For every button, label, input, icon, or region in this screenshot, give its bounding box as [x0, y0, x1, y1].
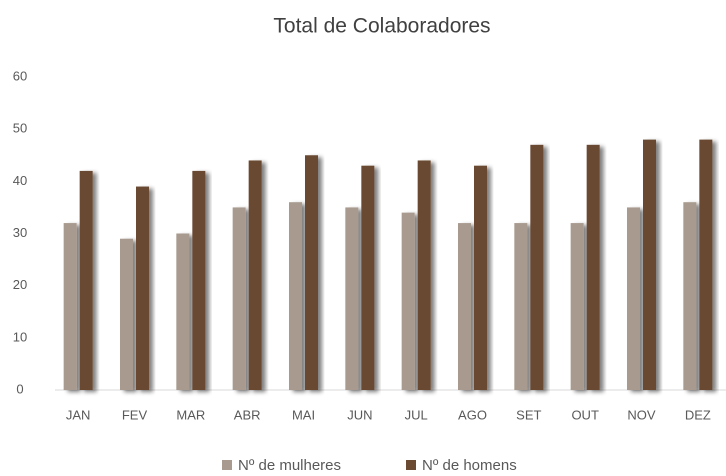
bar — [530, 144, 544, 390]
x-tick-label: MAR — [176, 407, 205, 422]
bar — [586, 144, 600, 390]
bar — [458, 223, 471, 390]
x-tick-label: FEV — [122, 407, 148, 422]
bar — [345, 207, 359, 390]
x-tick-label: JUL — [405, 407, 428, 422]
bar — [401, 212, 415, 390]
bar — [79, 170, 93, 390]
y-tick-label: 10 — [13, 329, 27, 344]
bar — [643, 139, 656, 390]
bar — [248, 160, 262, 390]
bar — [176, 233, 190, 390]
x-tick-label: NOV — [627, 407, 656, 422]
x-tick-label: MAI — [292, 407, 315, 422]
bar — [699, 139, 713, 390]
bar — [120, 238, 133, 390]
x-tick-label: DEZ — [685, 407, 711, 422]
x-tick-label: JAN — [66, 407, 91, 422]
bar — [305, 155, 318, 390]
bar — [514, 223, 528, 390]
chart-title: Total de Colaboradores — [273, 15, 490, 38]
bar — [192, 170, 206, 390]
y-tick-label: 50 — [13, 121, 27, 136]
bar — [474, 165, 487, 390]
y-tick-label: 40 — [13, 173, 27, 188]
bar — [570, 223, 584, 390]
bar — [232, 207, 246, 390]
legend-label: Nº de homens — [422, 457, 517, 474]
y-tick-label: 0 — [16, 381, 23, 396]
bar — [683, 202, 697, 390]
bar — [63, 223, 77, 390]
bar — [361, 165, 375, 390]
legend-swatch — [406, 460, 416, 470]
bar — [417, 160, 431, 390]
bar — [136, 186, 149, 390]
x-tick-label: ABR — [234, 407, 261, 422]
legend-swatch — [222, 460, 232, 470]
x-tick-label: AGO — [458, 407, 487, 422]
x-tick-label: SET — [516, 407, 541, 422]
y-tick-label: 30 — [13, 225, 27, 240]
y-tick-label: 20 — [13, 277, 27, 292]
bar — [289, 202, 302, 390]
legend-label: Nº de mulheres — [238, 457, 341, 474]
y-tick-label: 60 — [13, 68, 27, 83]
x-tick-label: OUT — [571, 407, 599, 422]
bar — [627, 207, 640, 390]
x-tick-label: JUN — [347, 407, 372, 422]
